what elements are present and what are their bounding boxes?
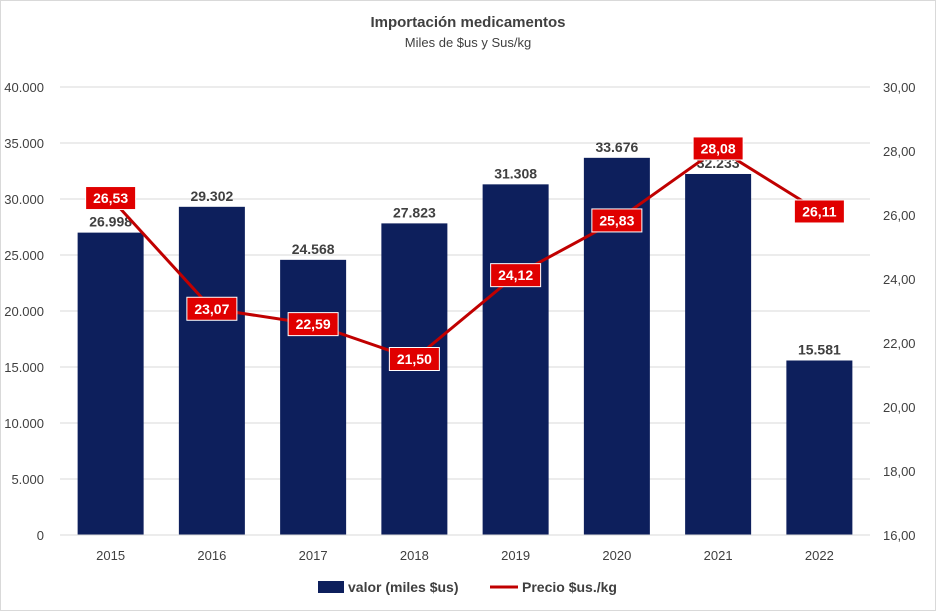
bar-value-label: 24.568 <box>292 241 335 257</box>
left-tick-label: 40.000 <box>4 80 44 95</box>
bar-data-labels: 26.99829.30224.56827.82331.30833.67632.2… <box>89 139 841 358</box>
right-axis: 16,00 18,00 20,00 22,00 24,00 26,00 28,00 30,00 <box>883 80 916 543</box>
chart-subtitle: Miles de $us y Sus/kg <box>405 35 531 50</box>
x-tick-label: 2020 <box>602 548 631 563</box>
left-tick-label: 20.000 <box>4 304 44 319</box>
right-tick-label: 16,00 <box>883 528 916 543</box>
left-tick-label: 25.000 <box>4 248 44 263</box>
left-axis: 0 5.000 10.000 15.000 20.000 25.000 30.000 35.0… <box>4 80 44 543</box>
right-tick-label: 26,00 <box>883 208 916 223</box>
left-tick-label: 10.000 <box>4 416 44 431</box>
x-tick-label: 2019 <box>501 548 530 563</box>
price-label-box <box>692 136 744 161</box>
price-label-box <box>85 186 137 211</box>
price-label-box <box>591 208 643 233</box>
price-label-box <box>287 312 339 337</box>
x-tick-label: 2022 <box>805 548 834 563</box>
price-value-label: 23,07 <box>194 301 229 317</box>
right-tick-label: 18,00 <box>883 464 916 479</box>
bar-2021 <box>685 173 752 535</box>
chart-title: Importación medicamentos <box>370 14 565 31</box>
right-tick-label: 28,00 <box>883 144 916 159</box>
left-tick-label: 5.000 <box>11 472 44 487</box>
price-value-label: 25,83 <box>599 212 634 228</box>
price-label-box <box>490 263 542 288</box>
x-tick-label: 2016 <box>197 548 226 563</box>
x-axis: 2015 2016 2017 2018 2019 2020 2021 2022 <box>60 534 870 563</box>
bar-2022 <box>786 360 853 535</box>
x-tick-label: 2021 <box>704 548 733 563</box>
bar-value-label: 27.823 <box>393 204 436 220</box>
legend-bar-label: valor (miles $us) <box>348 579 459 595</box>
right-tick-label: 20,00 <box>883 400 916 415</box>
bar-2016 <box>178 206 245 535</box>
price-value-label: 21,50 <box>397 351 432 367</box>
bar-2018 <box>381 223 448 536</box>
x-tick-label: 2017 <box>299 548 328 563</box>
price-data-labels: 26,53 23,07 22,59 21,50 24,12 25,83 28,08 26,11 <box>85 136 845 371</box>
bar-value-label: 33.676 <box>595 139 638 155</box>
price-label-box <box>186 296 238 321</box>
legend-line-label: Precio $us./kg <box>522 579 617 595</box>
price-value-label: 24,12 <box>498 267 533 283</box>
x-tick-label: 2018 <box>400 548 429 563</box>
legend: valor (miles $us) Precio $us./kg <box>318 579 617 595</box>
price-value-label: 28,08 <box>701 140 736 156</box>
right-tick-label: 22,00 <box>883 336 916 351</box>
left-tick-label: 15.000 <box>4 360 44 375</box>
left-tick-label: 0 <box>37 528 44 543</box>
right-tick-label: 24,00 <box>883 272 916 287</box>
x-tick-label: 2015 <box>96 548 125 563</box>
price-label-box <box>388 347 440 371</box>
price-label-box <box>793 199 845 224</box>
legend-bar-swatch <box>318 581 344 593</box>
bar-2019 <box>482 184 549 535</box>
price-value-label: 22,59 <box>296 316 331 332</box>
left-tick-label: 30.000 <box>4 192 44 207</box>
price-value-label: 26,53 <box>93 190 128 206</box>
bar-series <box>77 157 853 536</box>
bar-value-label: 26.998 <box>89 214 132 230</box>
bar-2015 <box>77 232 144 535</box>
bar-value-label: 29.302 <box>190 188 233 204</box>
price-value-label: 26,11 <box>802 203 836 219</box>
bar-value-label: 15.581 <box>798 341 841 357</box>
left-tick-label: 35.000 <box>4 136 44 151</box>
right-tick-label: 30,00 <box>883 80 916 95</box>
bar-value-label: 31.308 <box>494 165 537 181</box>
bar-2017 <box>280 259 347 535</box>
